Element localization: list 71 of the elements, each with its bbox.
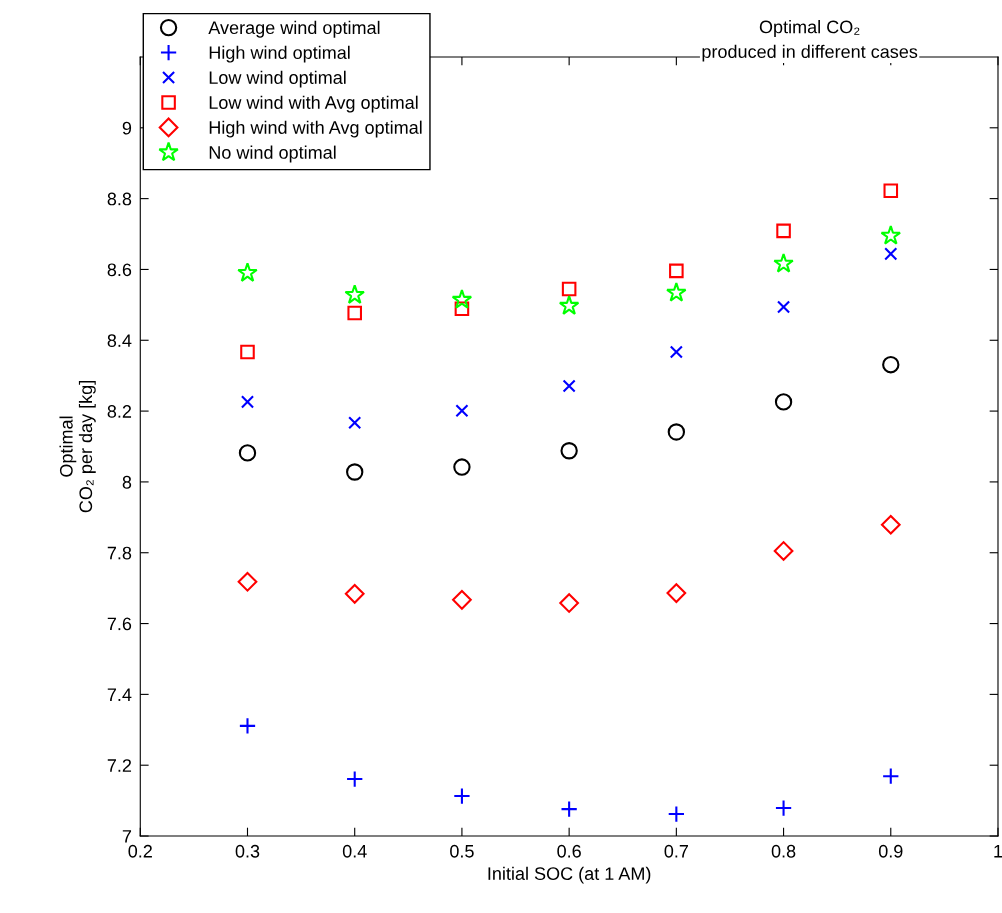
legend-label: No wind optimal [209,145,336,163]
point [454,301,470,317]
point [666,583,687,603]
x-tick-label: 0.4 [342,844,367,858]
y-tick-label: 7.2 [107,759,132,772]
point [669,345,683,359]
y-tick-label: 7 [122,830,132,843]
legend-label: Low wind with Avg optimal [209,95,418,113]
x-tick-label: 0.5 [450,844,474,858]
point [346,463,364,481]
point [451,289,473,309]
point [667,423,686,441]
point [238,444,257,462]
point [666,282,687,302]
point [882,767,900,785]
point [774,393,793,411]
x-tick-label: 1 [994,845,1002,858]
x-axis-title: Initial SOC (at 1 AM) [488,866,651,884]
y-tick-label: 8.4 [107,334,132,347]
y-tick-label: 7.4 [107,688,132,701]
point [880,514,901,535]
legend-label: Average wind optimal [208,20,380,38]
x-tick-label: 0.7 [664,844,688,858]
x-tick-label: 0.3 [235,844,260,858]
y-tick-label: 8.2 [107,405,132,418]
x-tick-label: 0.8 [771,844,796,858]
x-tick-label: 0.6 [557,844,581,858]
point [667,805,686,823]
point [240,344,255,360]
y-tick-label: 8 [122,475,132,489]
y-tick-label: 8.8 [107,192,132,206]
point [880,225,902,245]
point [347,305,362,321]
point [561,281,577,297]
y-tick-label: 7.8 [107,546,132,560]
point [560,800,578,818]
point [774,799,793,817]
point [453,458,471,476]
point [238,717,257,735]
point [348,416,362,430]
point [773,253,794,273]
point [776,223,791,239]
point [562,379,576,393]
point [346,770,364,788]
point [559,593,580,613]
point [669,263,684,279]
point [773,541,794,561]
y-tick-label: 8.6 [107,263,132,277]
point [776,300,791,314]
point [883,183,899,199]
point [237,262,258,282]
point [344,583,365,604]
point [884,247,898,261]
x-tick-label: 0.9 [878,844,903,858]
point [455,404,469,418]
point [882,356,900,374]
legend-label: High wind with Avg optimal [209,120,422,138]
y-tick-label: 7.6 [107,617,132,631]
point [237,571,258,592]
point [560,442,578,460]
legend-label: High wind optimal [209,45,350,63]
y-tick-label: 9 [122,121,132,135]
point [452,589,472,610]
x-tick-label: 0.2 [128,844,152,858]
point [453,787,471,805]
point [344,284,365,304]
legend-label: Low wind optimal [209,70,346,88]
y-axis-title: Optimal CO₂ per day [kg] [59,381,96,513]
point [558,295,580,315]
point [240,395,255,409]
annotation: Optimal CO₂ produced in different cases [702,20,918,62]
